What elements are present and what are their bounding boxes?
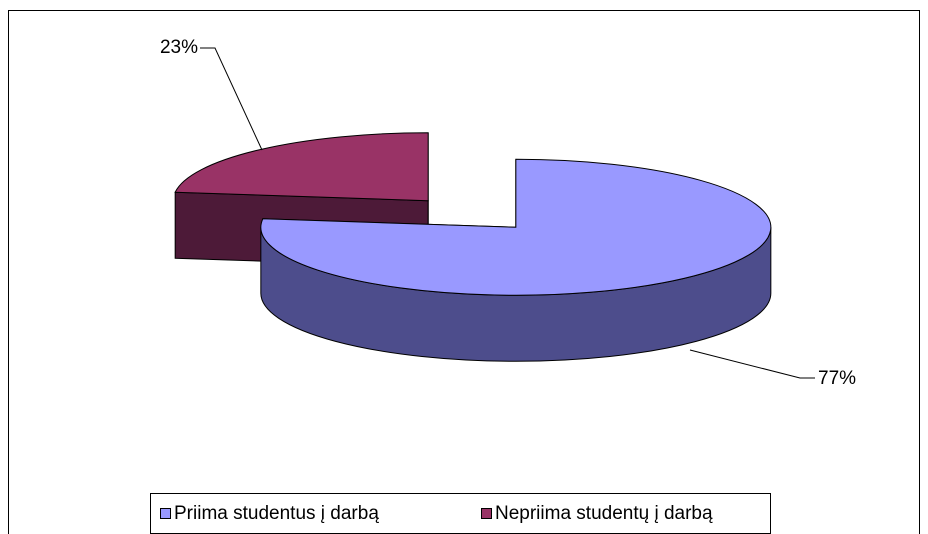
slice-top — [260, 158, 772, 296]
slice-top — [174, 132, 429, 202]
leader-line — [200, 47, 263, 151]
data-label: 77% — [818, 368, 856, 389]
legend-label: Priima studentus į darbą — [174, 503, 379, 524]
legend-swatch — [160, 508, 171, 519]
legend-swatch — [481, 508, 492, 519]
legend-label: Nepriima studentų į darbą — [495, 503, 713, 524]
chart-frame — [8, 10, 920, 534]
data-label: 23% — [160, 37, 198, 58]
leader-line — [689, 349, 815, 379]
